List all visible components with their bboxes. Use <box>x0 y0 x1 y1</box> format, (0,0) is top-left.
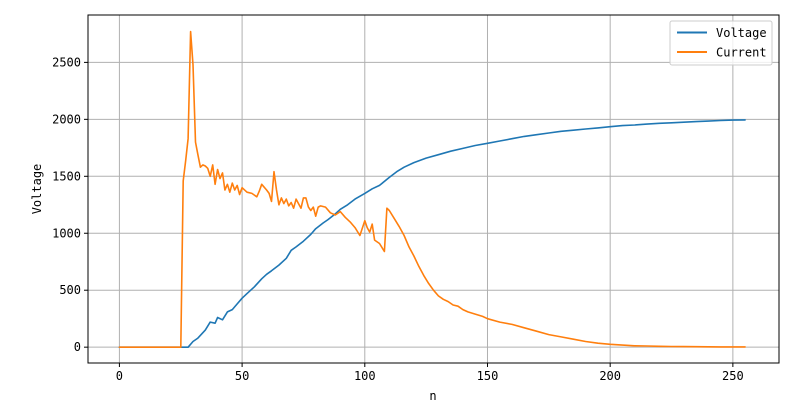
x-axis-label: n <box>429 389 436 403</box>
legend-label-current: Current <box>716 46 767 60</box>
x-tick-label: 100 <box>354 369 376 383</box>
x-tick-label: 150 <box>477 369 499 383</box>
plot-frame <box>87 14 780 364</box>
x-tick-label: 250 <box>722 369 744 383</box>
series-lines <box>118 30 746 348</box>
x-tick-label: 0 <box>116 369 123 383</box>
y-tick-label: 2000 <box>52 112 81 126</box>
y-tick-label: 1500 <box>52 169 81 183</box>
y-tick-label: 2500 <box>52 55 81 69</box>
series-line-current <box>118 30 746 348</box>
y-axis-label: Voltage <box>30 164 44 215</box>
y-tick-label: 0 <box>74 340 81 354</box>
legend: Voltage Current <box>669 20 773 66</box>
x-tick-label: 50 <box>235 369 249 383</box>
y-tick-label: 500 <box>59 283 81 297</box>
x-tick-label: 200 <box>599 369 621 383</box>
y-tick-label: 1000 <box>52 226 81 240</box>
series-line-voltage <box>118 119 746 348</box>
legend-label-voltage: Voltage <box>716 26 767 40</box>
